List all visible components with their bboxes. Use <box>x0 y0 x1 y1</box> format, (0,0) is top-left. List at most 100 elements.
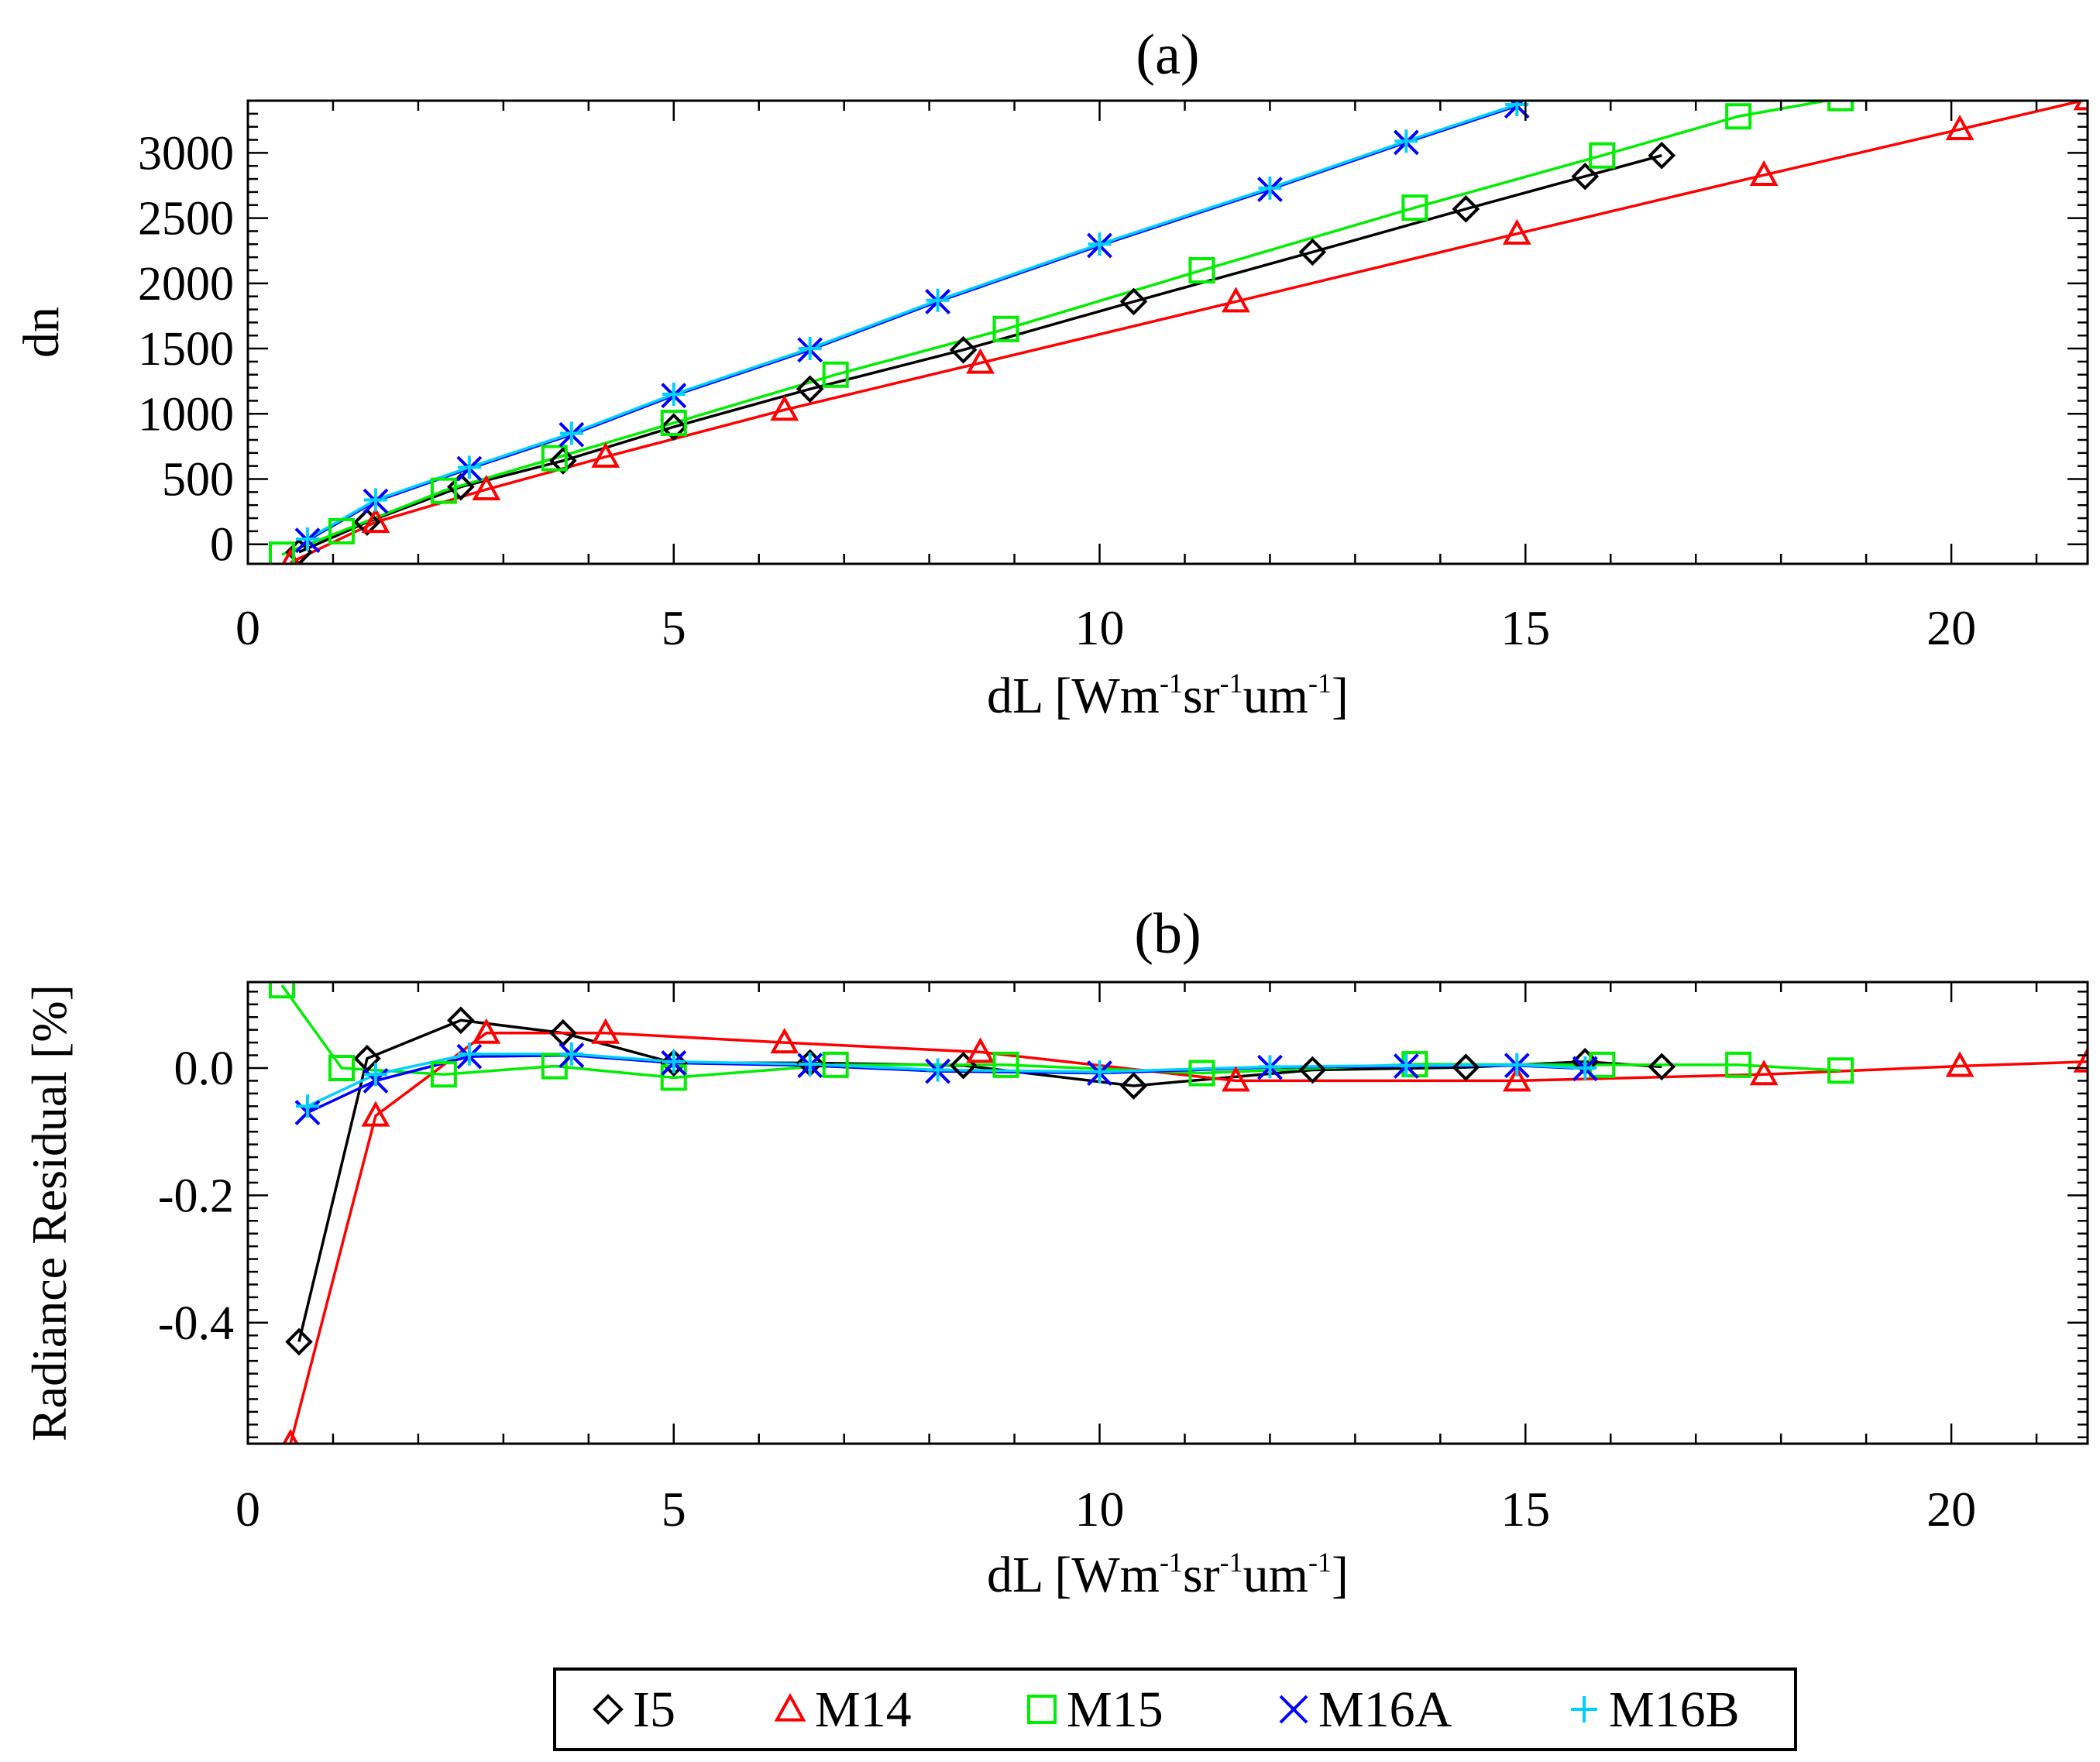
y-axis-label: Radiance Residual [%] <box>22 984 77 1441</box>
data-point-m15 <box>1725 103 1752 130</box>
data-point-i5 <box>659 413 688 441</box>
series-group <box>268 982 2088 1444</box>
x-axis-label-sup: -1 <box>1160 668 1183 699</box>
data-point-m14 <box>1945 114 1975 141</box>
legend-label: M14 <box>815 1681 912 1738</box>
legend-label: I5 <box>633 1681 675 1738</box>
x-axis-label-part: sr <box>1183 668 1220 724</box>
data-point-m15 <box>328 517 355 544</box>
data-point-m16b <box>662 383 686 407</box>
legend-marker-m16a <box>1279 1695 1308 1724</box>
data-point-m15 <box>430 1061 457 1088</box>
data-point-m16b <box>363 488 387 512</box>
series-group <box>268 101 2088 564</box>
data-point-m15 <box>268 541 295 564</box>
x-tick-label: 20 <box>1926 1482 1976 1537</box>
x-tick-label: 5 <box>662 1482 686 1537</box>
y-tick-label: 2000 <box>138 258 234 311</box>
data-point-m14 <box>1222 287 1250 313</box>
data-point-m14 <box>281 548 300 564</box>
legend-label: M16A <box>1318 1681 1452 1738</box>
series-line-m15 <box>281 101 1834 556</box>
data-point-m15 <box>992 1051 1019 1078</box>
data-point-m16b <box>295 527 319 551</box>
x-axis-label-part: ] <box>1332 668 1349 724</box>
series-line-m15 <box>280 984 1841 1080</box>
data-point-m14 <box>361 507 390 534</box>
data-point-m16b <box>457 1042 481 1066</box>
data-point-m14 <box>966 348 995 374</box>
data-point-m15 <box>328 1054 355 1081</box>
data-point-i5 <box>1648 141 1676 170</box>
data-point-m14 <box>1502 218 1531 245</box>
series-line-m14 <box>289 1032 2088 1444</box>
data-point-m14 <box>770 395 799 421</box>
data-point-i5 <box>1571 162 1600 191</box>
panel-a-title: (a) <box>1136 23 1199 87</box>
data-point-i5 <box>447 472 475 501</box>
data-point-i5 <box>949 335 978 364</box>
data-point-m16b <box>798 1053 822 1077</box>
data-point-i5 <box>285 1328 313 1356</box>
data-point-i5 <box>1119 1072 1148 1100</box>
data-point-i5 <box>1298 1056 1327 1084</box>
data-point-m16b <box>457 455 481 479</box>
panel-b-title: (b) <box>1134 902 1201 966</box>
data-point-m16b <box>926 288 950 312</box>
data-point-i5 <box>796 375 824 404</box>
data-point-m15 <box>541 1053 568 1080</box>
data-point-m15 <box>268 982 295 999</box>
y-axis-label: dn <box>13 307 70 358</box>
series-line-m16b <box>307 1053 1586 1108</box>
data-point-m14 <box>1749 1060 1779 1086</box>
data-point-m16b <box>559 1042 583 1066</box>
data-point-m16b <box>926 1058 950 1082</box>
data-point-m15 <box>822 361 849 388</box>
x-axis-label-sup: -1 <box>1308 1547 1332 1578</box>
data-point-m15 <box>1725 1051 1752 1078</box>
legend-item-m15: M15 <box>1027 1681 1163 1738</box>
data-point-i5 <box>1648 1053 1676 1081</box>
data-point-m16b <box>1258 176 1282 200</box>
data-point-m16b <box>662 1049 686 1073</box>
data-point-m16b <box>1088 232 1112 256</box>
series-line-m16b <box>307 103 1517 541</box>
y-tick-label: -0.4 <box>158 1297 234 1350</box>
data-point-m16b <box>1505 1053 1529 1077</box>
x-axis-label-part: um <box>1243 668 1308 724</box>
legend-item-m16a: M16A <box>1279 1681 1452 1738</box>
y-tick-label: 1500 <box>138 323 234 376</box>
x-axis-label: dL [Wm-1sr-1um-1] <box>987 1547 1349 1603</box>
x-tick-label: 15 <box>1500 600 1550 655</box>
plot-frame <box>246 981 2089 1445</box>
x-tick-label: 15 <box>1500 1482 1550 1537</box>
data-point-i5 <box>549 447 577 475</box>
legend-marker-m15 <box>1027 1695 1057 1724</box>
x-tick-label: 0 <box>235 1482 260 1537</box>
x-axis-label-part: ] <box>1332 1547 1349 1603</box>
data-point-m15 <box>660 410 687 437</box>
x-tick-label: 10 <box>1075 600 1125 655</box>
data-point-i5 <box>447 1006 475 1035</box>
y-tick-label: -0.2 <box>158 1170 234 1222</box>
data-point-m16b <box>295 1094 319 1118</box>
data-point-i5 <box>1452 1053 1480 1081</box>
legend-item-i5: I5 <box>593 1681 675 1738</box>
y-tick-label: 500 <box>162 454 234 507</box>
data-point-m15 <box>1589 142 1616 169</box>
data-point-m14 <box>591 441 620 468</box>
x-axis-label-sup: -1 <box>1160 1547 1183 1578</box>
data-point-m15 <box>430 477 457 504</box>
x-axis-label: dL [Wm-1sr-1um-1] <box>987 668 1349 724</box>
data-point-i5 <box>1452 194 1480 223</box>
legend-label: M15 <box>1067 1681 1163 1738</box>
x-axis-label-part: sr <box>1183 1547 1220 1603</box>
x-axis-label-sup: -1 <box>1308 668 1332 699</box>
data-point-m14 <box>1222 1066 1250 1092</box>
data-point-m14 <box>770 1027 799 1054</box>
data-point-m14 <box>966 1037 995 1063</box>
data-point-i5 <box>1298 238 1327 266</box>
data-point-m15 <box>1188 1060 1215 1087</box>
y-tick-label: 0 <box>210 519 234 572</box>
plot-frame <box>246 99 2089 565</box>
